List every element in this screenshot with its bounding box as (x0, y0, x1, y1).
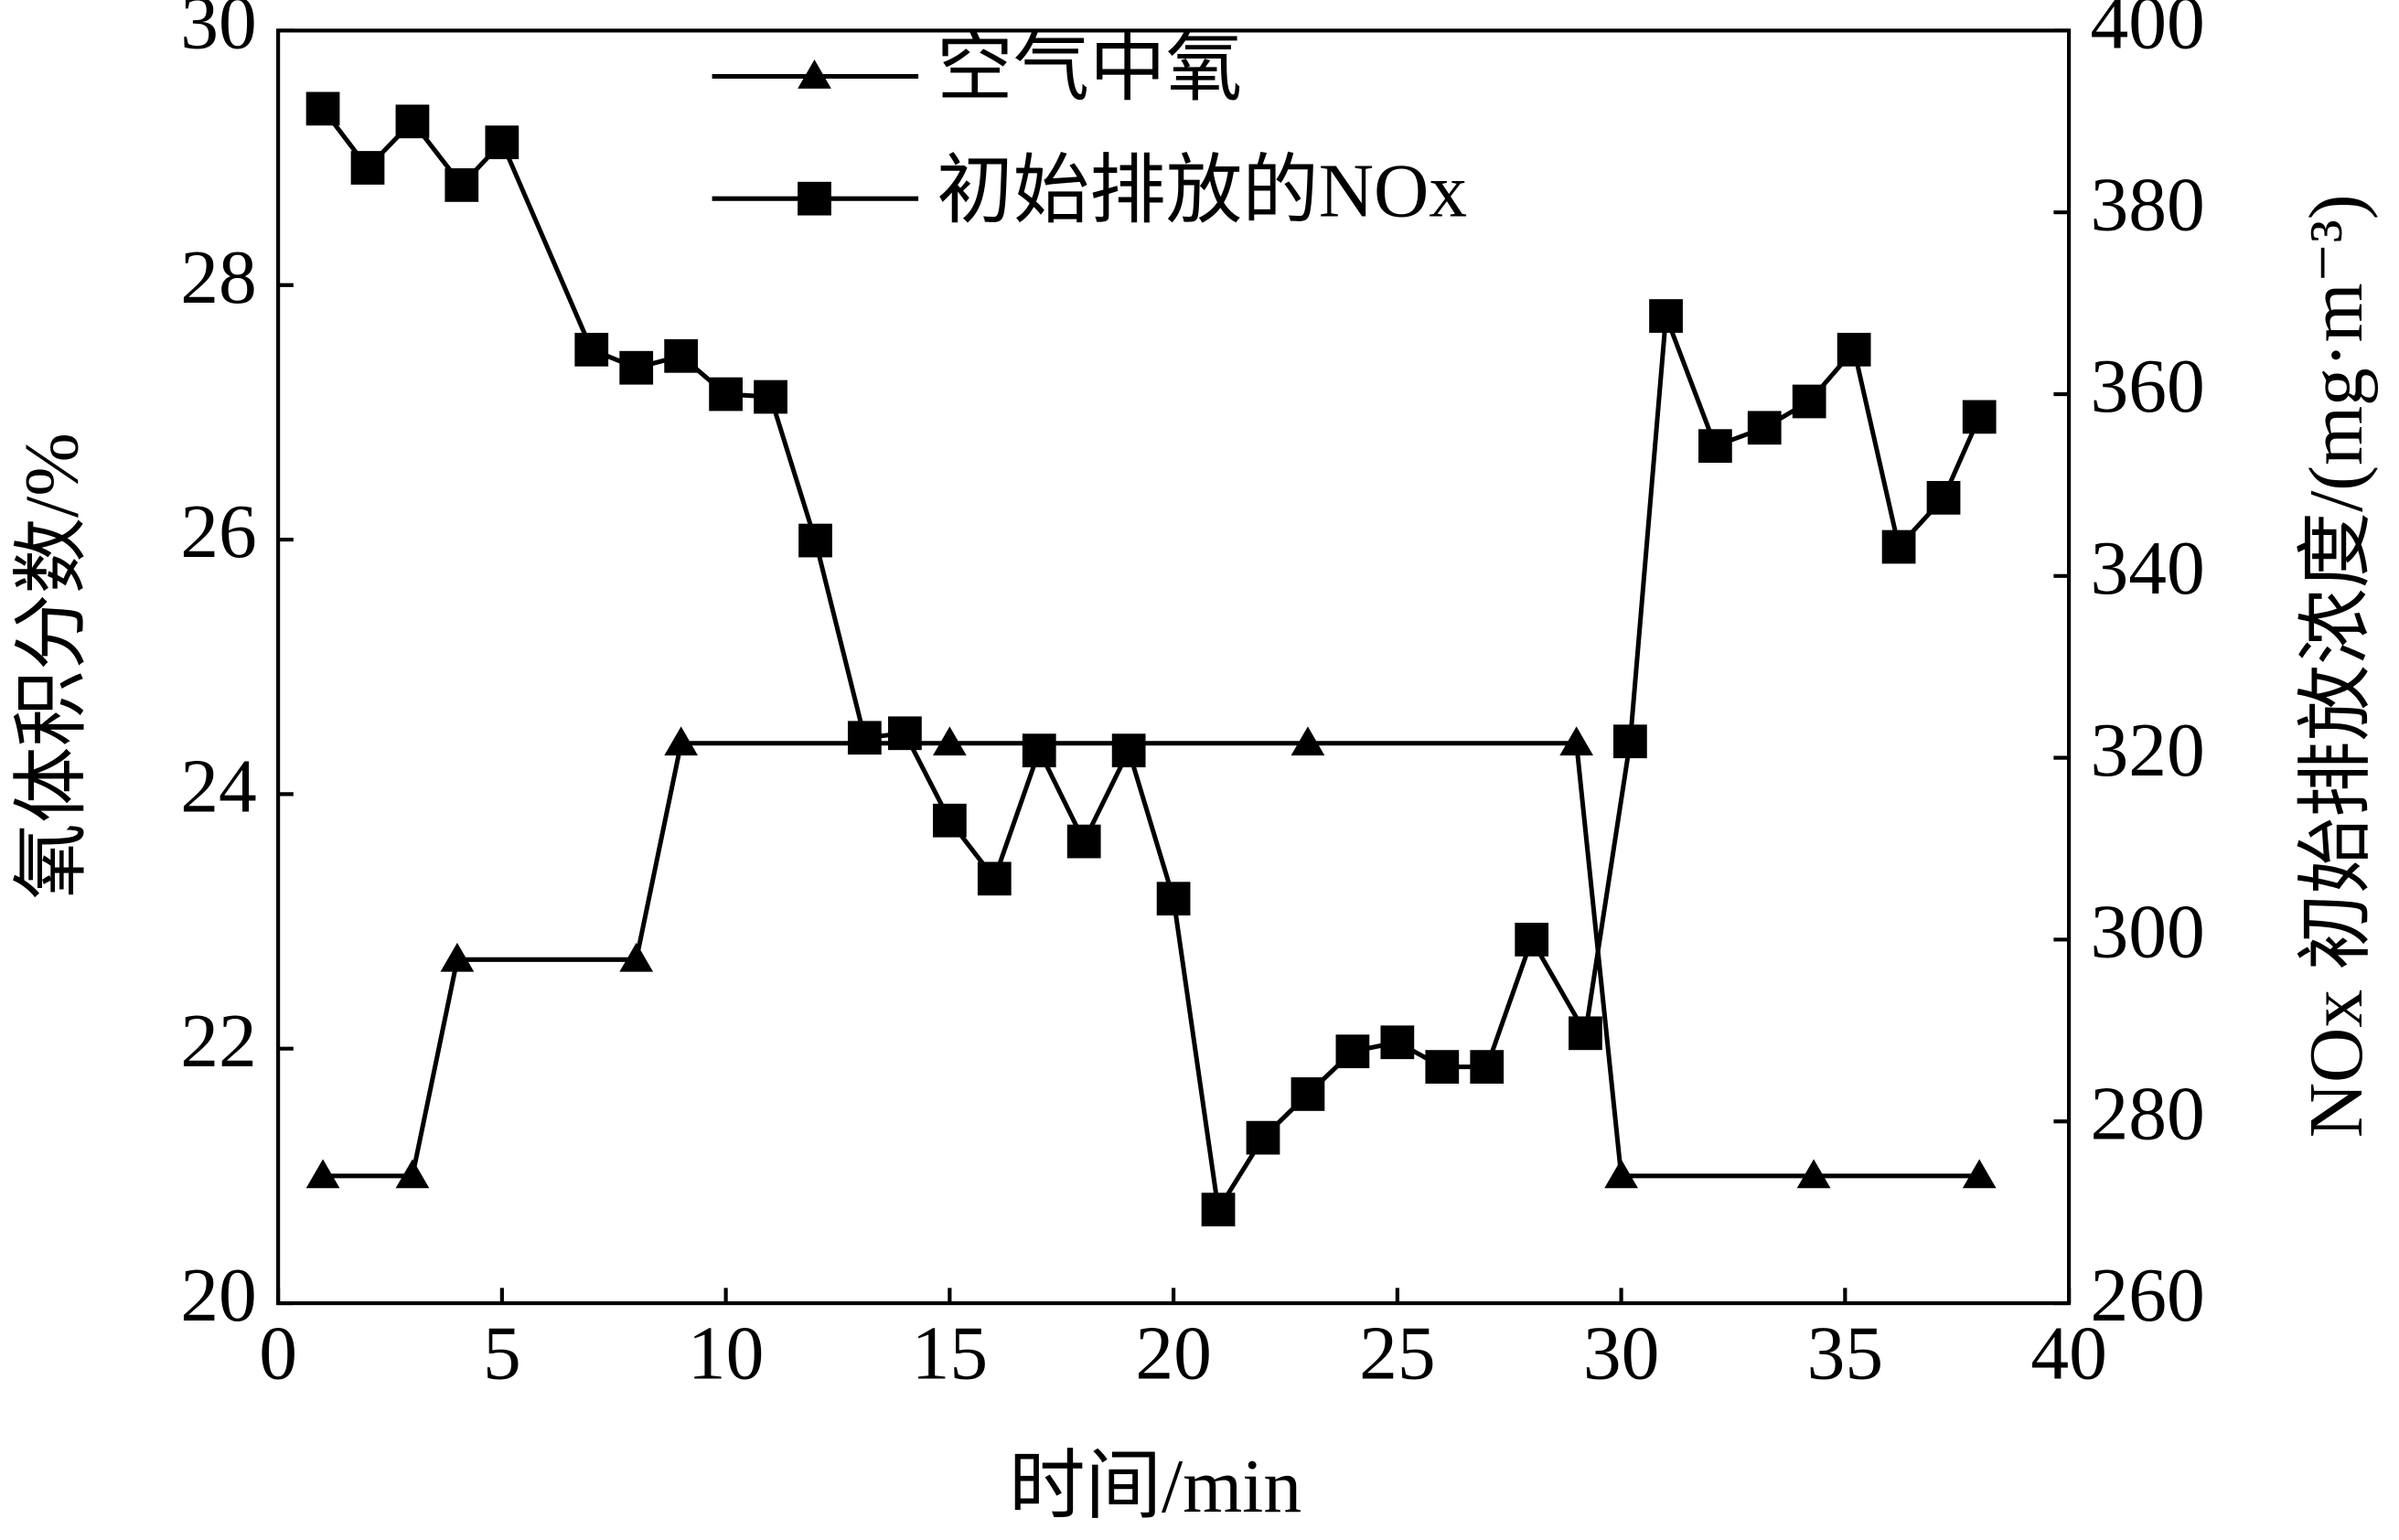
marker (574, 332, 609, 367)
marker (977, 861, 1012, 896)
marker (1470, 1050, 1505, 1084)
marker (619, 942, 654, 972)
y2-axis-label: NOx 初始排放浓度/(mg·m⁻³) (2295, 194, 2379, 1138)
y-tick-label: 22 (180, 1000, 257, 1084)
marker (847, 721, 882, 755)
marker (485, 125, 519, 160)
marker (1747, 411, 1782, 445)
marker (1201, 1192, 1236, 1227)
marker (1881, 529, 1916, 564)
marker (709, 377, 743, 412)
marker (1604, 1159, 1638, 1189)
y2-tick-label: 380 (2090, 163, 2204, 247)
marker (305, 1159, 340, 1189)
y2-tick-label: 260 (2090, 1254, 2204, 1338)
x-tick-label: 25 (1359, 1312, 1436, 1396)
marker (1246, 1120, 1280, 1155)
marker (1698, 429, 1732, 464)
marker (1066, 824, 1101, 859)
y-tick-label: 28 (180, 236, 257, 320)
legend-marker (798, 59, 831, 89)
marker (619, 350, 654, 385)
marker (1022, 733, 1056, 768)
y2-tick-label: 300 (2090, 891, 2204, 975)
marker (1156, 882, 1191, 916)
marker (1111, 733, 1146, 768)
marker (1380, 1025, 1415, 1060)
x-tick-label: 35 (1807, 1312, 1884, 1396)
y-tick-label: 24 (180, 745, 257, 829)
y-axis-label: 氧体积分数/% (10, 433, 94, 899)
x-tick-label: 0 (259, 1312, 297, 1396)
marker (1569, 1016, 1602, 1051)
marker (932, 726, 967, 756)
x-tick-label: 5 (483, 1312, 521, 1396)
legend-marker (798, 181, 831, 216)
marker (350, 151, 385, 185)
legend-label: 空气中氧 (937, 27, 1242, 112)
marker (440, 942, 475, 972)
marker (798, 523, 832, 558)
y2-tick-label: 320 (2090, 709, 2204, 793)
x-axis-label: 时间/min (1009, 1445, 1301, 1529)
marker (1837, 332, 1871, 367)
x-tick-label: 10 (688, 1312, 765, 1396)
marker (754, 380, 787, 414)
y2-tick-label: 280 (2090, 1072, 2204, 1156)
marker (664, 726, 699, 756)
marker (1515, 923, 1549, 957)
marker (395, 104, 430, 139)
series-line (321, 107, 1982, 1216)
marker (1962, 400, 1997, 434)
marker (1559, 726, 1594, 756)
y-tick-label: 20 (180, 1254, 257, 1338)
marker (1335, 1034, 1370, 1069)
marker (1291, 1077, 1325, 1111)
y2-tick-label: 340 (2090, 527, 2204, 611)
marker (1649, 299, 1683, 333)
marker (888, 716, 922, 751)
y2-tick-label: 360 (2090, 345, 2204, 429)
legend-label: 初始排放的NOx (937, 149, 1467, 233)
y-tick-label: 26 (180, 490, 257, 574)
marker (1792, 384, 1826, 419)
marker (1291, 726, 1325, 756)
marker (932, 803, 967, 838)
series-line (323, 741, 1980, 1179)
marker (395, 1159, 430, 1189)
marker (305, 91, 340, 126)
marker (1926, 480, 1961, 515)
marker (1613, 724, 1647, 759)
marker (1962, 1159, 1997, 1189)
x-tick-label: 20 (1135, 1312, 1212, 1396)
y-tick-label: 30 (180, 0, 257, 66)
marker (664, 338, 699, 373)
x-tick-label: 15 (912, 1312, 989, 1396)
marker (1796, 1159, 1831, 1189)
y2-tick-label: 400 (2090, 0, 2204, 66)
marker (444, 168, 479, 202)
x-tick-label: 40 (2030, 1312, 2107, 1396)
marker (1425, 1050, 1460, 1084)
x-tick-label: 30 (1583, 1312, 1660, 1396)
